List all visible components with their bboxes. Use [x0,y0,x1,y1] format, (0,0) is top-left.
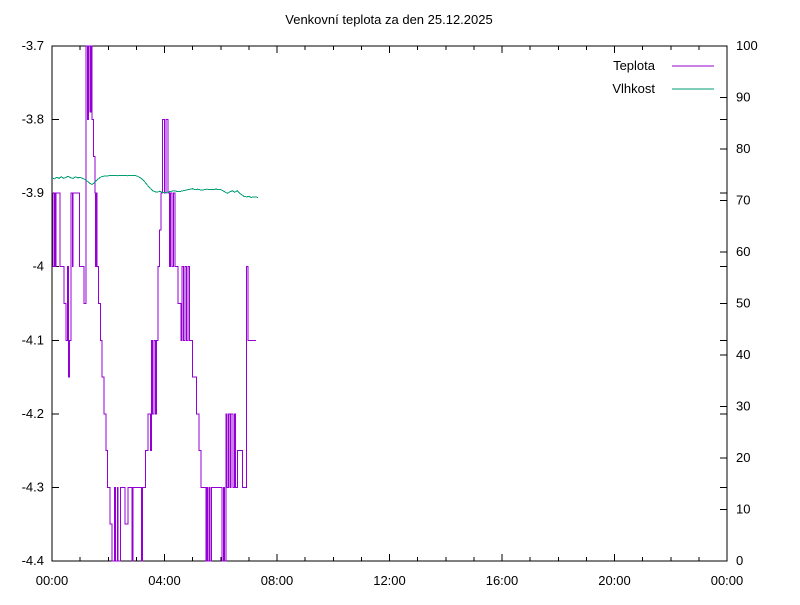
y-left-tick-label: -4.1 [22,332,44,347]
series-teplota-line [52,45,256,562]
y-right-tick-label: 90 [736,90,750,105]
y-left-tick-label: -3.8 [22,112,44,127]
y-left-tick-label: -3.7 [22,38,44,53]
x-tick-label: 00:00 [711,573,744,588]
y-left-tick-label: -4.4 [22,553,44,568]
y-right-tick-label: 10 [736,502,750,517]
x-tick-label: 20:00 [598,573,631,588]
data-series [51,45,259,562]
y-right-tick-label: 50 [736,296,750,311]
legend-label-teplota: Teplota [613,58,656,73]
y-right-tick-label: 60 [736,244,750,259]
y-right-tick-label: 40 [736,347,750,362]
y-left-tick-label: -4 [32,259,44,274]
x-tick-label: 16:00 [486,573,519,588]
x-tick-label: 04:00 [148,573,181,588]
y-right-tick-label: 20 [736,450,750,465]
y-right-tick-label: 70 [736,193,750,208]
y-right-tick-label: 30 [736,399,750,414]
axis-ticks: 00:00 04:00 08:00 12:00 16:00 20:00 00:00 -3.7 -… [22,38,758,588]
legend: Teplota Vlhkost [612,58,714,96]
x-tick-label: 12:00 [373,573,406,588]
y-right-tick-label: 80 [736,141,750,156]
x-tick-label: 00:00 [36,573,69,588]
x-tick-label: 08:00 [261,573,294,588]
legend-label-vlhkost: Vlhkost [612,81,655,96]
y-left-tick-label: -4.3 [22,479,44,494]
y-left-tick-label: -3.9 [22,185,44,200]
y-right-tick-label: 100 [736,38,758,53]
plot-border [51,45,728,562]
series-vlhkost-line [51,174,259,198]
y-right-tick-label: 0 [736,553,743,568]
chart-title: Venkovní teplota za den 25.12.2025 [285,12,492,27]
y-left-tick-label: -4.2 [22,406,44,421]
